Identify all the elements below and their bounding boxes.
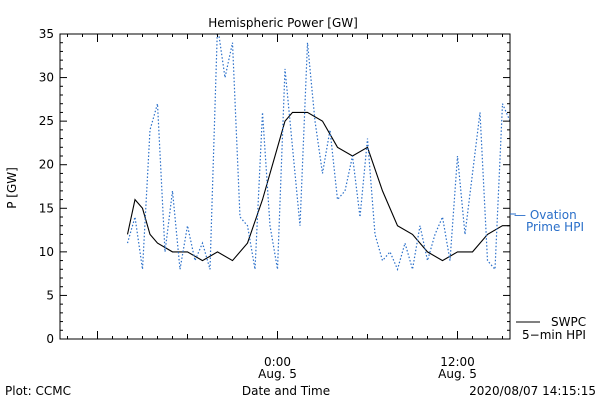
y-tick-label: 5	[46, 288, 54, 302]
y-tick-label: 10	[39, 245, 54, 259]
y-tick-label: 25	[39, 114, 54, 128]
y-tick-label: 30	[39, 71, 54, 85]
x-tick-time-label: 0:00	[264, 355, 291, 369]
y-axis-label: P [GW]	[5, 167, 19, 209]
y-tick-label: 15	[39, 201, 54, 215]
footer-timestamp: 2020/08/07 14:15:15	[469, 384, 596, 398]
legend-ovation-label-line2: Prime HPI	[526, 220, 584, 234]
legend-swpc-label: SWPC	[551, 315, 586, 329]
plot-area	[126, 34, 510, 272]
x-axis-label: Date and Time	[242, 384, 330, 398]
series-line-swpc	[126, 111, 510, 262]
footer-source: Plot: CCMC	[5, 384, 71, 398]
y-tick-label: 20	[39, 158, 54, 172]
legend-ovation-label: — Ovation	[514, 208, 577, 222]
x-tick-date-label: Aug. 5	[258, 367, 297, 381]
series-line-ovation	[126, 34, 510, 272]
plot-frame	[59, 33, 511, 340]
chart-title: Hemispheric Power [GW]	[208, 16, 358, 30]
x-tick-date-label: Aug. 5	[438, 367, 477, 381]
y-tick-label: 0	[46, 332, 54, 346]
x-tick-time-label: 12:00	[440, 355, 475, 369]
y-tick-label: 35	[39, 27, 54, 41]
legend-swpc-label-line2: 5−min HPI	[522, 328, 586, 342]
